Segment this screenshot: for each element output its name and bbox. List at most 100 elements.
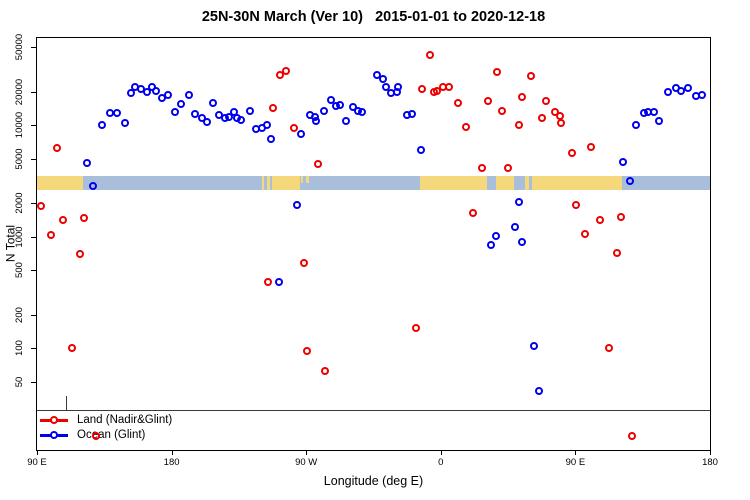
data-point	[262, 121, 271, 130]
data-point	[587, 142, 596, 151]
data-point	[663, 88, 672, 97]
data-point	[632, 121, 641, 130]
data-point	[530, 342, 539, 351]
data-point	[105, 109, 114, 118]
y-axis-tick	[31, 270, 36, 272]
x-axis-tick-label: 180	[702, 457, 718, 468]
data-point	[225, 113, 234, 122]
land-ocean-strip	[37, 175, 710, 190]
data-point	[433, 87, 442, 96]
data-point	[445, 83, 454, 92]
data-point	[379, 75, 388, 84]
data-point	[605, 343, 614, 352]
y-axis-tick	[31, 125, 36, 127]
x-axis-tick	[306, 450, 308, 455]
data-point	[627, 432, 636, 441]
data-point	[515, 198, 524, 207]
data-point	[515, 120, 524, 129]
land-segment	[496, 175, 515, 190]
data-point	[202, 118, 211, 127]
land-chip	[300, 175, 304, 183]
data-point	[487, 241, 496, 250]
data-point	[617, 213, 626, 222]
land-segment	[419, 175, 488, 190]
data-point	[518, 93, 527, 102]
data-point	[83, 159, 92, 168]
data-point	[341, 116, 350, 125]
legend-box-top-line	[37, 409, 710, 411]
data-point	[47, 231, 56, 240]
data-point	[237, 115, 246, 124]
data-point	[68, 343, 77, 352]
y-axis-tick	[31, 236, 36, 238]
data-point	[676, 87, 685, 96]
data-point	[184, 91, 193, 100]
data-point	[152, 87, 161, 96]
data-point	[282, 66, 291, 75]
data-point	[382, 83, 391, 92]
data-point	[53, 143, 62, 152]
x-axis-tick	[171, 450, 173, 455]
legend-ocean-label: Ocean (Glint)	[77, 429, 146, 441]
data-point	[491, 232, 500, 241]
y-axis-tick-label: 50	[14, 376, 25, 387]
data-point	[497, 107, 506, 116]
data-point	[537, 114, 546, 123]
legend-box-side-line	[66, 395, 67, 410]
y-axis-tick	[31, 203, 36, 205]
data-point	[264, 277, 273, 286]
data-point	[98, 120, 107, 129]
data-point	[113, 109, 122, 118]
data-point	[510, 223, 519, 232]
data-point	[89, 182, 98, 191]
land-segment	[266, 175, 271, 190]
data-point	[478, 163, 487, 172]
data-point	[267, 135, 276, 144]
data-point	[684, 84, 693, 93]
land-segment	[532, 175, 622, 190]
data-point	[171, 108, 180, 117]
data-point	[394, 83, 403, 92]
x-axis-tick-label: 90 E	[565, 457, 586, 468]
data-point	[618, 158, 627, 167]
data-point	[36, 202, 45, 211]
data-point	[542, 97, 551, 106]
data-point	[596, 216, 605, 225]
data-point	[120, 119, 129, 128]
x-axis-tick	[37, 450, 38, 455]
legend-land-marker-icon	[50, 416, 58, 424]
data-point	[297, 129, 306, 138]
data-point	[164, 91, 172, 100]
data-point	[416, 146, 425, 155]
data-point	[313, 160, 322, 169]
data-point	[407, 110, 416, 119]
data-point	[143, 88, 152, 97]
data-point	[126, 89, 135, 98]
y-axis-tick	[31, 314, 36, 316]
land-segment	[271, 175, 301, 190]
data-point	[650, 108, 659, 117]
data-point	[425, 51, 434, 60]
data-point	[503, 163, 512, 172]
data-point	[268, 104, 277, 113]
y-axis-tick	[31, 47, 36, 49]
data-point	[274, 277, 283, 286]
data-point	[292, 200, 301, 209]
data-point	[626, 177, 635, 186]
data-point	[75, 250, 84, 258]
data-point	[454, 99, 463, 108]
data-point	[527, 72, 536, 81]
x-axis-tick-label: 180	[163, 457, 180, 468]
data-point	[412, 323, 421, 332]
data-point	[276, 70, 285, 79]
data-point	[534, 386, 543, 395]
data-point	[59, 216, 68, 225]
data-point	[418, 85, 427, 94]
x-axis-tick	[440, 450, 442, 455]
data-point	[312, 116, 321, 125]
data-point	[484, 97, 493, 106]
data-point	[567, 148, 576, 157]
data-point	[289, 124, 298, 133]
data-point	[518, 238, 527, 247]
y-axis-tick	[31, 381, 36, 383]
